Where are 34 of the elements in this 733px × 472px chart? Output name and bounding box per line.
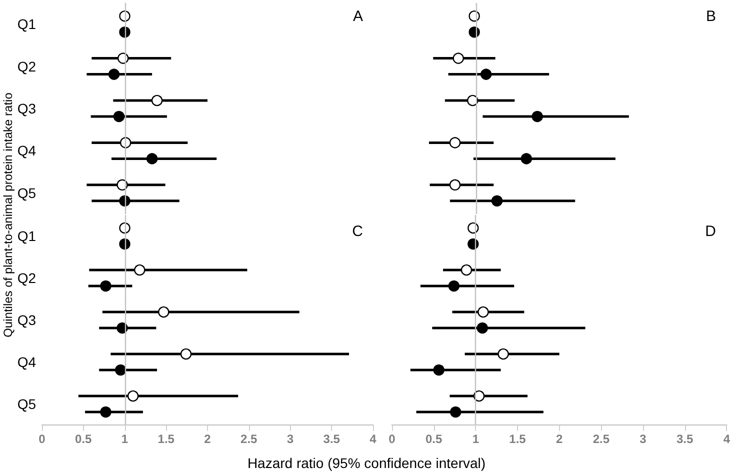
chart-title: B [706,8,716,25]
x-tick-label: 3.5 [676,432,694,446]
x-tick-label: 2 [204,432,212,446]
x-tick-label: 1.5 [509,432,526,446]
text: D [705,223,716,240]
x-tick-label: 0.5 [75,432,92,446]
x-axis-title: Hazard ratio (95% confidence interval) [246,455,487,471]
x-tick-label: 2.5 [240,432,258,446]
y-tick-label: Q5 [17,396,36,412]
x-tick-label: 4 [370,432,377,446]
x-tick-label: 3 [640,432,647,446]
x-tick-label: 2 [556,432,563,446]
y-tick-label: Q2 [17,270,36,286]
y-tick-label: Q4 [17,142,36,159]
x-tick-label: 4 [723,432,730,446]
y-tick-label: Q1 [17,228,36,244]
y-tick-label: Q4 [17,354,36,370]
x-tick-label: 1 [472,432,480,446]
x-tick-label: 0.5 [425,432,442,446]
y-tick-label: Q5 [17,184,36,201]
x-tick-label: 0 [388,432,396,446]
x-tick-label: 1 [121,432,128,446]
x-tick-label: 0 [38,432,46,446]
x-tick-label: 1.5 [158,432,175,446]
x-tick-label: 3 [286,432,294,446]
y-tick-label: Q3 [17,100,36,116]
chart-title: A [352,8,364,25]
x-tick-label: 2.5 [592,432,610,446]
text: C [352,223,364,240]
y-tick-label: Q2 [17,58,36,74]
y-tick-label: Q1 [17,16,36,32]
y-axis-title: Quintiles of plant-to-animal protein intake ratio [1,92,15,338]
y-tick-label: Q3 [17,312,36,328]
x-tick-label: 3.5 [323,432,340,446]
